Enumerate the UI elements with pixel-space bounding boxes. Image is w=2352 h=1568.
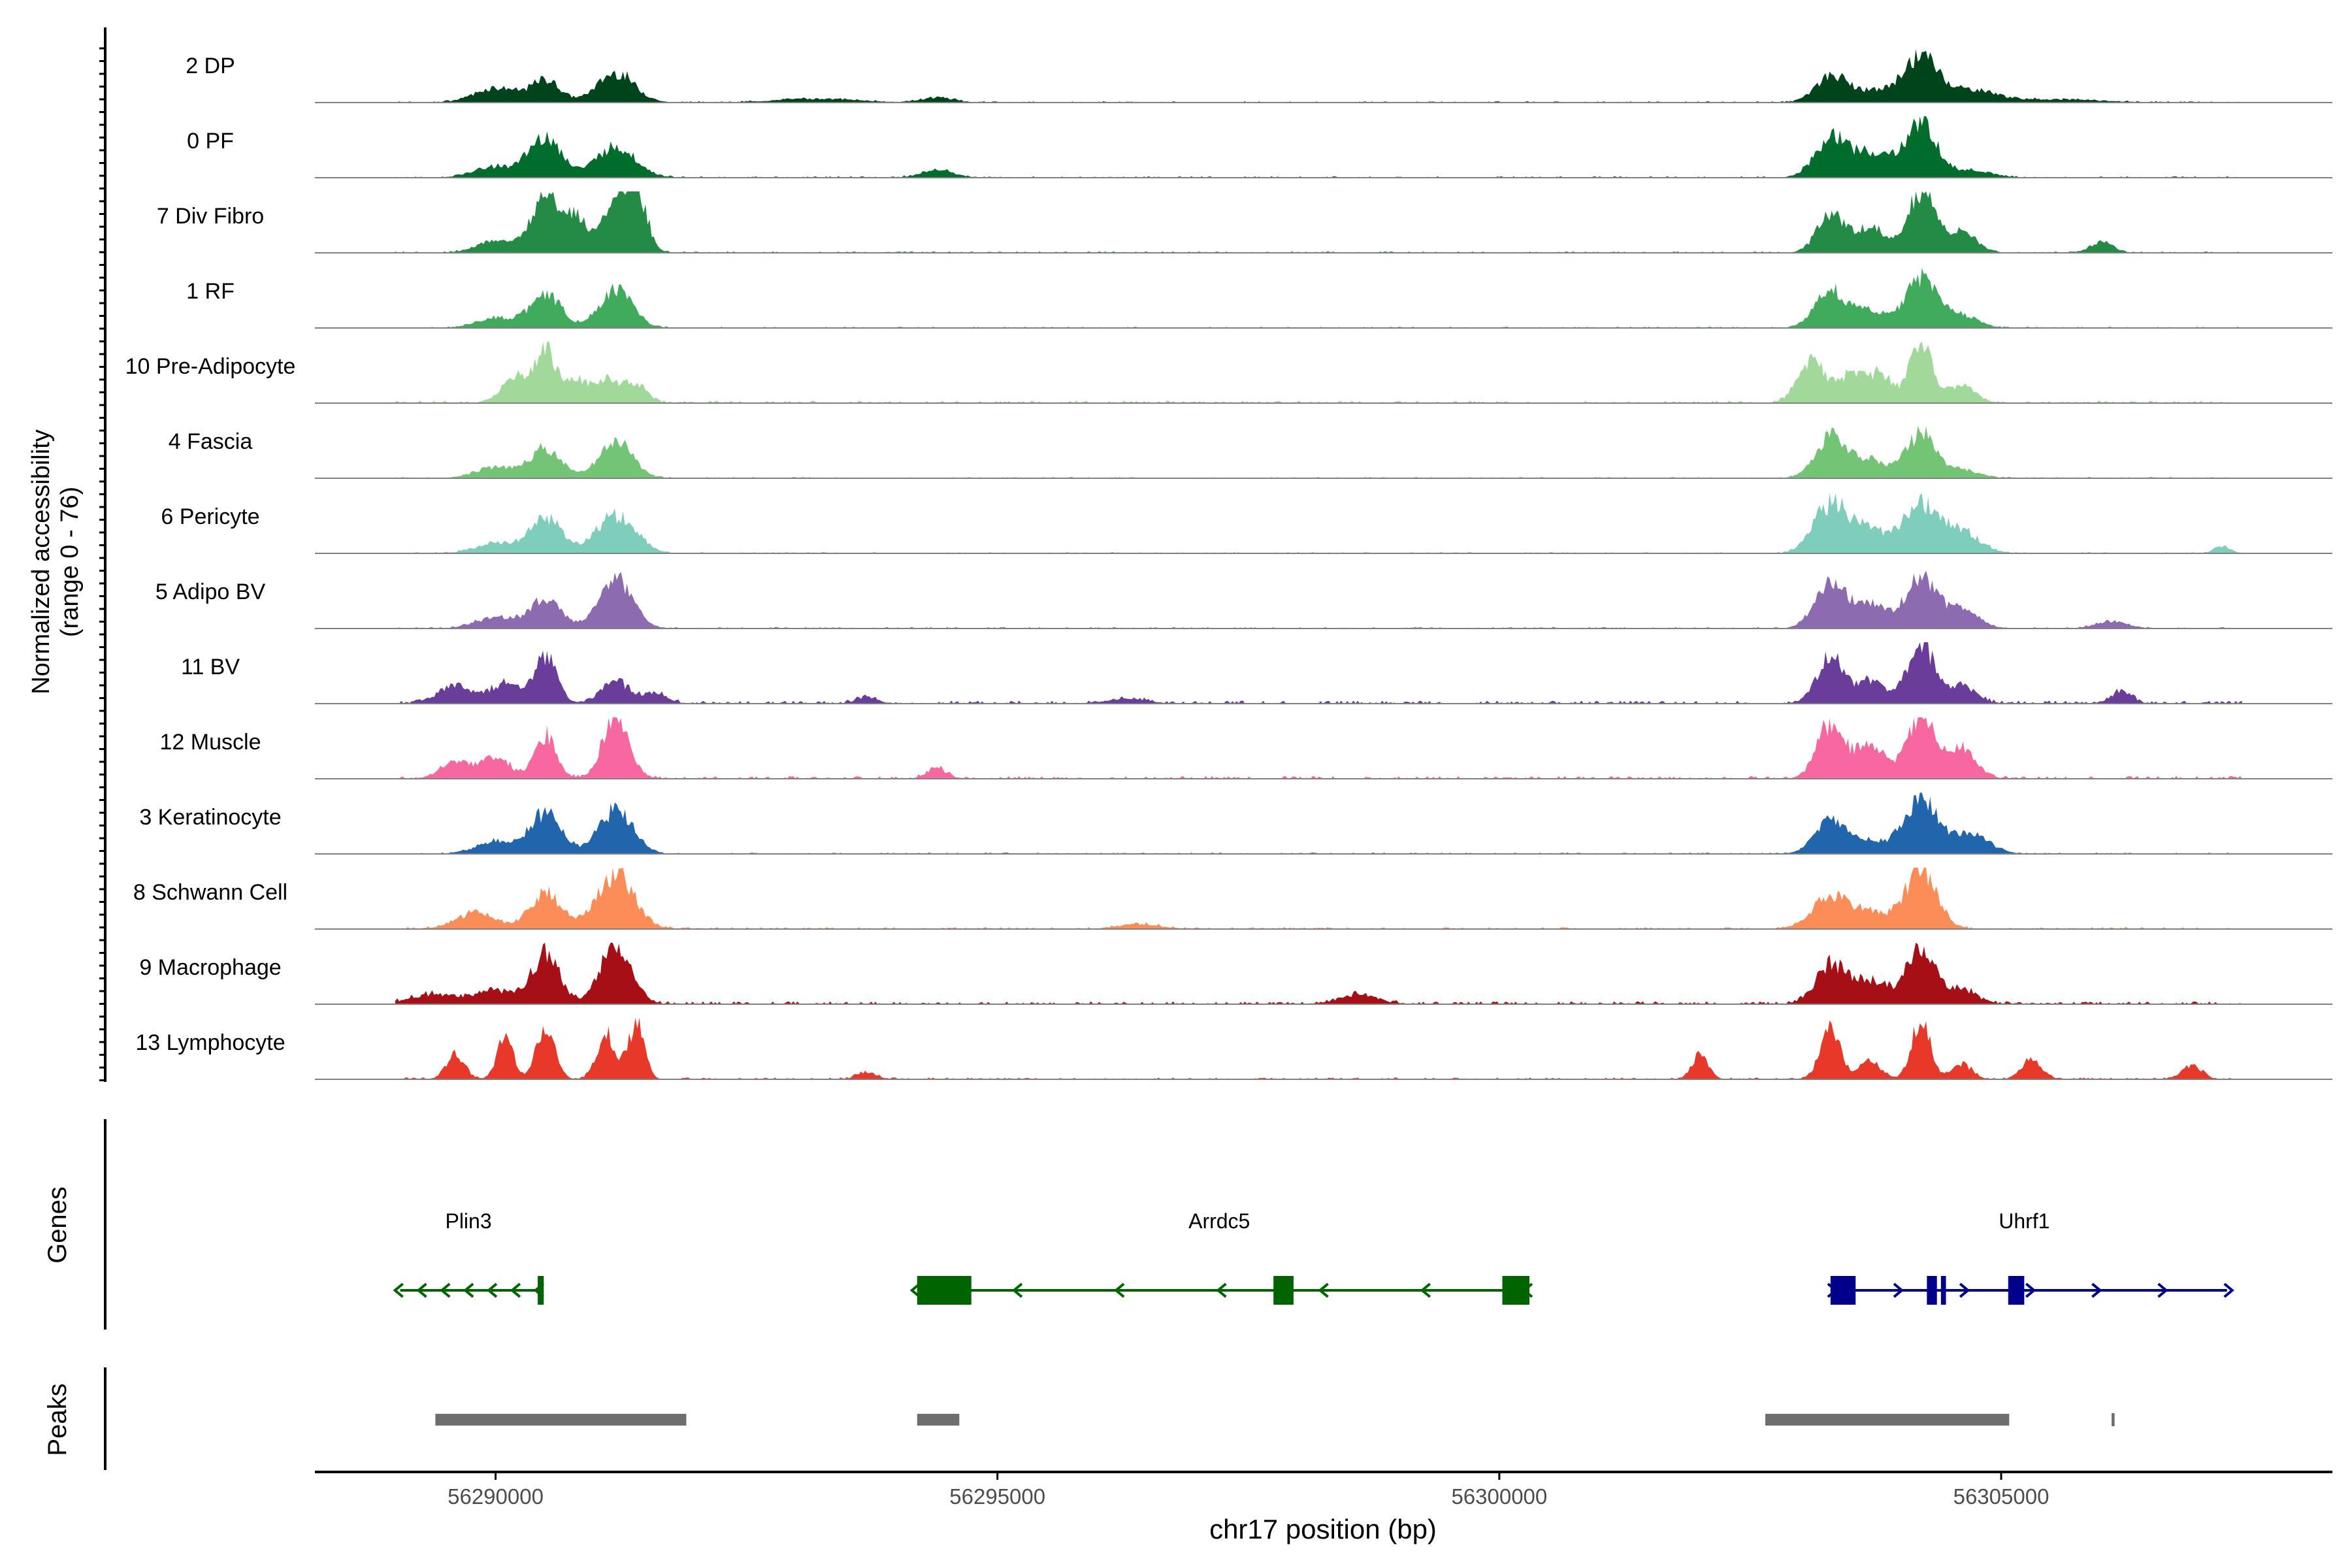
x-axis: 56290000 56295000 56300000 56305000 chr17 p… [315, 1471, 2332, 1544]
gene-exon [917, 1276, 972, 1305]
coverage-area [395, 1018, 2242, 1079]
strand-arrow [393, 1282, 404, 1298]
gene-uhrf1: Uhrf1 [1827, 1209, 2234, 1305]
track-5: 4 Fascia [169, 425, 2332, 479]
strand-arrow [486, 1282, 498, 1298]
track-label: 2 DP [186, 54, 235, 78]
track-8: 11 BV [181, 642, 2332, 704]
gene-exon [1940, 1276, 1946, 1305]
x-axis-ticks: 56290000 56295000 56300000 56305000 [448, 1472, 2049, 1509]
left-axes [99, 27, 106, 1082]
peak-bar [1765, 1414, 2010, 1426]
strand-arrow [1318, 1282, 1329, 1298]
gene-label: Uhrf1 [1999, 1209, 2050, 1233]
coverage-area [395, 868, 2242, 929]
track-label: 11 BV [181, 655, 240, 679]
gene-exon [1273, 1276, 1294, 1305]
x-tick-label: 56300000 [1451, 1484, 1547, 1509]
track-7: 5 Adipo BV [155, 570, 2332, 629]
peaks-panel-label: Peaks [43, 1383, 72, 1456]
strand-arrow [416, 1282, 427, 1298]
coverage-area [395, 792, 2242, 854]
track-label: 4 Fascia [169, 429, 253, 454]
track-label: 6 Pericyte [161, 504, 259, 529]
track-label: 9 Macrophage [139, 955, 281, 980]
track-4: 10 Pre-Adipocyte [125, 342, 2332, 404]
track-3: 1 RF [186, 268, 2332, 329]
y-axis-range-label: (range 0 - 76) [56, 487, 84, 637]
x-axis-label: chr17 position (bp) [1209, 1514, 1437, 1544]
track-label: 10 Pre-Adipocyte [125, 354, 296, 379]
x-tick-label: 56290000 [448, 1484, 544, 1509]
track-label: 12 Muscle [160, 730, 261, 755]
gene-exon [1927, 1276, 1937, 1305]
strand-arrow [463, 1282, 474, 1298]
peak-regions [435, 1413, 2115, 1426]
strand-arrow [1216, 1282, 1227, 1298]
strand-arrow [440, 1282, 451, 1298]
track-6: 6 Pericyte [161, 493, 2332, 554]
gene-exon [538, 1276, 544, 1305]
strand-arrow [1114, 1282, 1125, 1298]
track-10: 3 Keratinocyte [139, 792, 2332, 855]
track-9: 12 Muscle [160, 717, 2332, 779]
strand-arrow [909, 1282, 921, 1298]
strand-arrow [1893, 1282, 1904, 1298]
track-label: 8 Schwann Cell [133, 880, 287, 905]
gene-plin3: Plin3 [393, 1209, 544, 1305]
track-label: 7 Div Fibro [157, 204, 264, 229]
strand-arrow [2157, 1282, 2168, 1298]
strand-arrow [1011, 1282, 1023, 1298]
coverage-area [395, 116, 2242, 178]
peaks-panel: Peaks [43, 1367, 2115, 1470]
peak-bar [2112, 1413, 2115, 1426]
gene-arrdc5: Arrdc5 [909, 1209, 1533, 1305]
coverage-area [395, 717, 2242, 779]
coverage-area [395, 943, 2242, 1004]
track-label: 5 Adipo BV [155, 580, 266, 604]
genes-panel: Genes Plin3 Arrdc5 Uhrf1 [43, 1119, 2234, 1330]
gene-label: Arrdc5 [1188, 1209, 1250, 1233]
peak-bar [917, 1414, 960, 1426]
strand-arrow [1959, 1282, 1970, 1298]
strand-arrow [2091, 1282, 2102, 1298]
coverage-area [395, 191, 2242, 253]
track-0: 2 DP [186, 49, 2332, 103]
gene-label: Plin3 [445, 1209, 491, 1233]
track-label: 13 Lymphocyte [135, 1030, 285, 1055]
x-tick-label: 56295000 [949, 1484, 1045, 1509]
coverage-area [395, 268, 2242, 328]
coverage-area [395, 342, 2242, 403]
track-label: 3 Keratinocyte [139, 805, 281, 830]
strand-arrow [2025, 1282, 2036, 1298]
track-label: 0 PF [187, 129, 234, 154]
track-1: 0 PF [187, 116, 2332, 178]
gene-exon [2008, 1276, 2025, 1305]
genes-panel-label: Genes [43, 1186, 72, 1264]
coverage-area [395, 493, 2242, 553]
y-axis-title: Normalized accessibility (range 0 - 76) [27, 429, 84, 694]
coverage-area [395, 425, 2242, 478]
coverage-tracks: 2 DP 0 PF 7 Div Fibro 1 RF 10 Pre-Adipocyte 4… [125, 49, 2332, 1080]
strand-arrow [1420, 1282, 1431, 1298]
track-label: 1 RF [186, 279, 235, 304]
gene-exon [1502, 1276, 1529, 1305]
x-tick-label: 56305000 [1953, 1484, 2050, 1509]
gene-models: Plin3 Arrdc5 Uhrf1 [393, 1209, 2234, 1305]
coverage-area [395, 642, 2242, 704]
gene-exon [1830, 1276, 1856, 1305]
track-2: 7 Div Fibro [157, 191, 2332, 253]
track-12: 9 Macrophage [139, 943, 2332, 1005]
track-11: 8 Schwann Cell [133, 868, 2332, 930]
y-axis-label: Normalized accessibility [27, 429, 55, 694]
coverage-area [395, 49, 2242, 103]
track-13: 13 Lymphocyte [135, 1018, 2332, 1080]
strand-arrow [2223, 1282, 2234, 1298]
coverage-area [395, 570, 2242, 629]
peak-bar [435, 1414, 687, 1426]
strand-arrow [510, 1282, 521, 1298]
